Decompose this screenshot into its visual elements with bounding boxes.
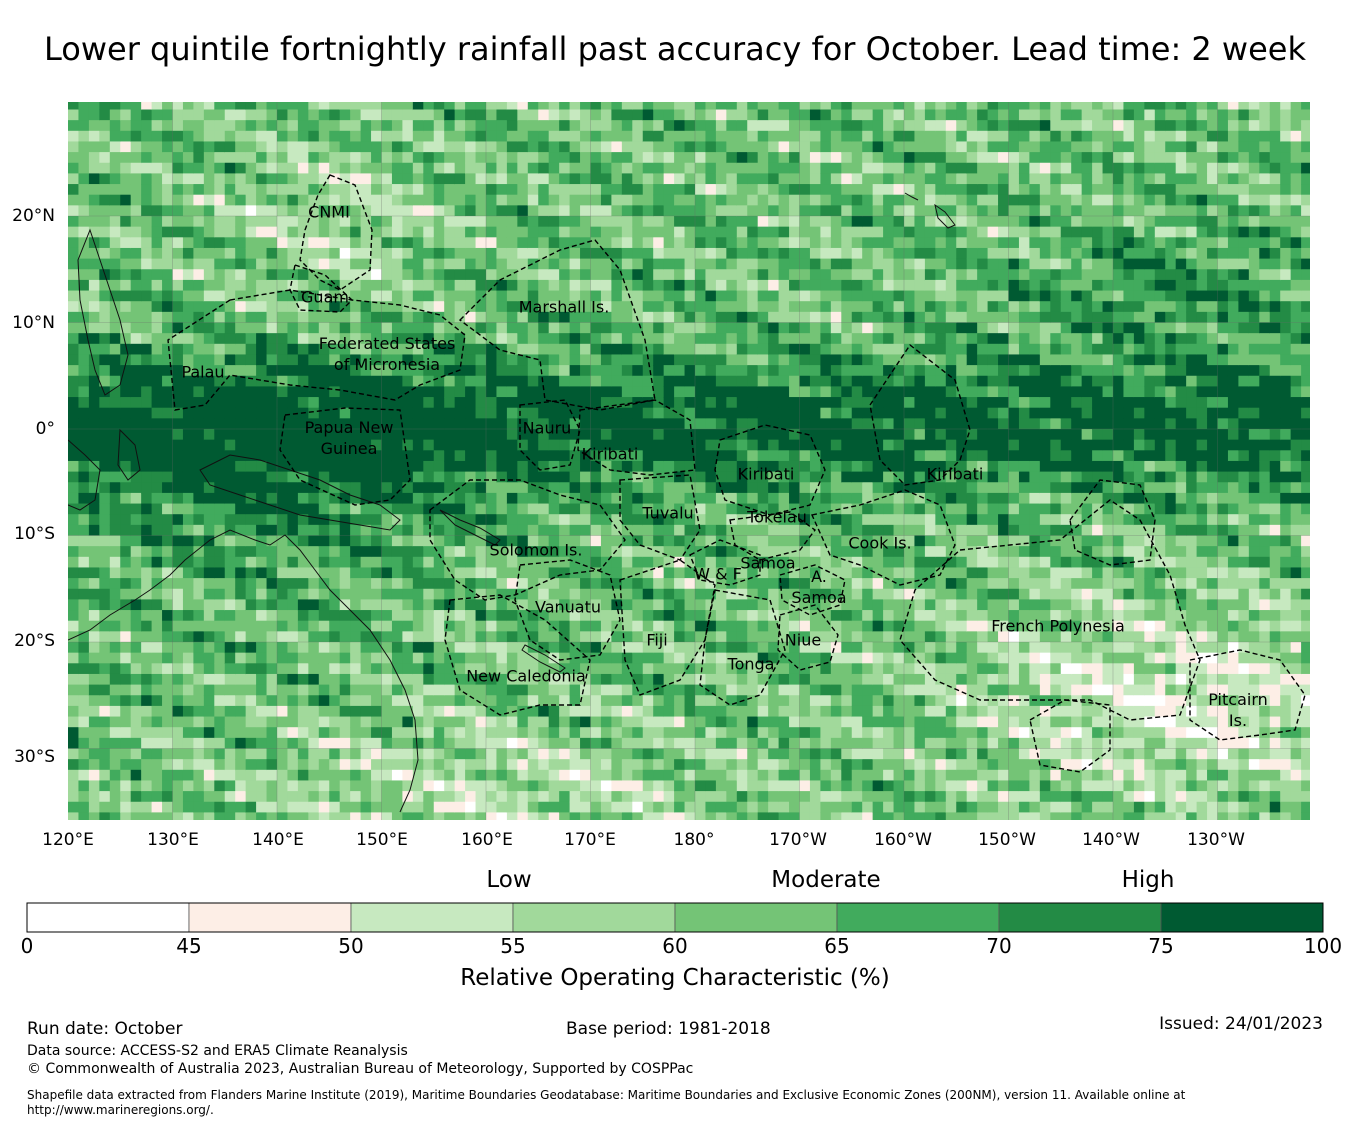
colorbar-frame (26, 902, 1324, 933)
eez-boundary (514, 559, 621, 661)
eez-boundary (619, 474, 701, 561)
category-label: Low (486, 867, 532, 893)
eez-boundary (458, 239, 656, 411)
region-label: Tonga (727, 654, 775, 674)
region-label: New Caledonia (466, 666, 586, 686)
region-label: Pitcairn Is. (1208, 690, 1268, 730)
eez-boundary (699, 589, 786, 706)
region-label: Palau (181, 362, 225, 382)
region-label: Cook Is. (848, 533, 912, 553)
eez-boundary (811, 489, 956, 586)
coastlines (68, 192, 956, 813)
longitude-tick: 150°E (356, 830, 408, 850)
latitude-tick: 20°N (12, 206, 55, 226)
eez-boundary (279, 407, 411, 506)
longitude-tick: 120°E (42, 830, 94, 850)
colorbar-bin (512, 902, 676, 933)
eez-boundary (689, 539, 761, 586)
issued-date: Issued: 24/01/2023 (1159, 1014, 1323, 1034)
category-label: Moderate (771, 867, 881, 893)
longitude-tick: 170°E (564, 830, 616, 850)
longitude-tick: 180° (673, 830, 715, 850)
region-label: Kiribati (926, 464, 984, 484)
region-label: Marshall Is. (518, 297, 610, 317)
latitude-tick: 30°S (14, 747, 55, 767)
longitude-tick: 130°W (1187, 830, 1245, 850)
longitude-tick: 140°E (252, 830, 304, 850)
region-label: Tuvalu (642, 503, 694, 523)
base-period: Base period: 1981-2018 (566, 1019, 771, 1039)
longitude-tick: 160°E (461, 830, 513, 850)
region-label: CNMI (308, 202, 350, 222)
eez-boundary (779, 564, 846, 616)
run-date: Run date: October (27, 1019, 183, 1039)
eez-boundary (869, 343, 971, 486)
colorbar-bin (998, 902, 1162, 933)
longitude-tick: 130°E (147, 830, 199, 850)
eez-boundary (714, 424, 826, 516)
colorbar-bin (26, 902, 190, 933)
colorbar-tick: 50 (338, 934, 364, 958)
map-title: Lower quintile fortnightly rainfall past… (43, 30, 1306, 68)
colorbar-bin (350, 902, 514, 933)
data-source: Data source: ACCESS-S2 and ERA5 Climate … (27, 1043, 408, 1059)
category-label: High (1121, 867, 1175, 893)
region-label: Guam (301, 287, 349, 307)
colorbar-label: Relative Operating Characteristic (%) (460, 965, 890, 991)
shapefile-credit: Shapefile data extracted from Flanders M… (27, 1088, 1186, 1117)
region-label: Federated States of Micronesia (318, 334, 456, 374)
latitude-tick: 10°S (14, 524, 55, 544)
latitude-tick: 20°S (14, 631, 55, 651)
region-label: Papua New Guinea (304, 418, 394, 458)
eez-boundary (577, 399, 696, 476)
colorbar-tick: 45 (176, 934, 202, 958)
eez-boundary (899, 499, 1201, 721)
latitude-tick: 0° (35, 419, 55, 439)
colorbar-tick: 100 (1303, 934, 1343, 958)
eez-boundary (519, 399, 581, 471)
eez-boundaries (167, 174, 1306, 773)
accuracy-raster (68, 102, 1310, 820)
colorbar-tick: 75 (1148, 934, 1174, 958)
eez-boundary (444, 594, 591, 716)
eez-boundary (1069, 479, 1156, 566)
colorbar-bin (674, 902, 838, 933)
region-label: W & F (694, 564, 742, 584)
region-label: A. Samoa (791, 567, 847, 607)
region-label: Nauru (522, 418, 572, 438)
region-label: Fiji (646, 630, 668, 650)
colorbar-tick: 55 (500, 934, 526, 958)
longitude-tick: 140°W (1082, 830, 1140, 850)
longitude-tick: 160°W (874, 830, 932, 850)
eez-boundary (777, 604, 839, 671)
region-label: Vanuatu (534, 597, 602, 617)
eez-boundary (429, 479, 626, 601)
region-label: Kiribati (737, 464, 795, 484)
eez-boundary (1189, 649, 1306, 741)
eez-boundary (299, 174, 373, 291)
region-label: Tokelau (747, 507, 807, 527)
colorbar-tick: 60 (662, 934, 688, 958)
graticule (68, 102, 1310, 820)
eez-boundary (1029, 699, 1111, 773)
region-label: Kiribati (581, 444, 639, 464)
copyright: © Commonwealth of Australia 2023, Austra… (27, 1061, 694, 1077)
colorbar-bin (836, 902, 1000, 933)
longitude-tick: 150°W (978, 830, 1036, 850)
colorbar-tick: 65 (824, 934, 850, 958)
eez-boundary (167, 289, 466, 411)
region-label: Samoa (740, 553, 796, 573)
longitude-tick: 170°W (769, 830, 827, 850)
eez-boundary (619, 559, 716, 696)
latitude-tick: 10°N (12, 313, 55, 333)
colorbar-bin (188, 902, 352, 933)
colorbar-tick: 70 (986, 934, 1012, 958)
region-label: Niue (784, 630, 822, 650)
region-label: Solomon Is. (489, 540, 583, 560)
region-label: French Polynesia (991, 616, 1125, 636)
colorbar-bin (1160, 902, 1324, 933)
colorbar-tick: 0 (20, 934, 34, 958)
